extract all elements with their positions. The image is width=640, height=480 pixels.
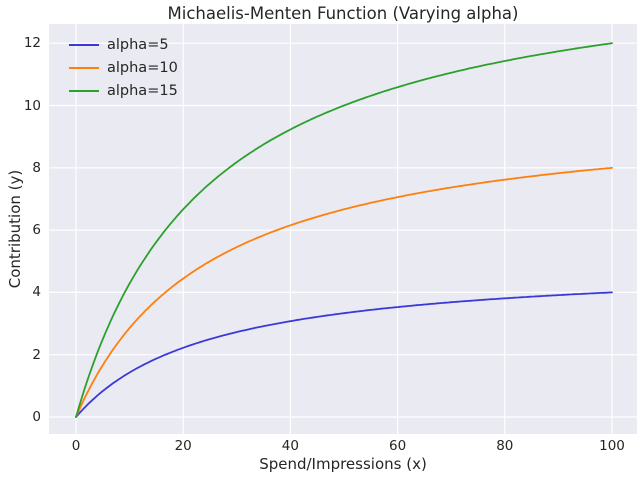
y-tick-label: 6: [32, 222, 41, 239]
legend-label: alpha=15: [107, 82, 178, 99]
x-tick-label: 80: [496, 438, 514, 454]
y-axis-label: Contribution (y): [6, 169, 24, 289]
y-tick-label: 8: [32, 159, 41, 176]
legend: alpha=5 alpha=10 alpha=15: [69, 33, 178, 102]
y-tick-label: 2: [32, 346, 41, 363]
legend-label: alpha=10: [107, 59, 178, 76]
series-line-alpha=15: [75, 42, 613, 418]
x-tick-label: 60: [389, 438, 407, 454]
legend-label: alpha=5: [107, 36, 169, 53]
series-line-alpha=5: [75, 291, 613, 418]
plot-canvas: [49, 24, 637, 434]
series-line-alpha=10: [75, 166, 613, 418]
x-tick-label: 20: [174, 438, 192, 454]
legend-item-alpha-15: alpha=15: [69, 79, 178, 102]
y-tick-label: 4: [32, 284, 41, 301]
legend-line-swatch-alpha-15: [69, 89, 99, 92]
legend-line-swatch-alpha-10: [69, 66, 99, 69]
y-tick-label: 10: [23, 97, 41, 114]
legend-line-swatch-alpha-5: [69, 43, 99, 46]
x-tick-label: 40: [281, 438, 299, 454]
y-tick-label: 0: [32, 409, 41, 425]
x-tick-label: 100: [599, 438, 625, 454]
y-tick-label: 12: [23, 35, 41, 52]
legend-item-alpha-10: alpha=10: [69, 56, 178, 79]
chart-title: Michaelis-Menten Function (Varying alpha…: [167, 4, 519, 23]
x-tick-label: 0: [71, 438, 81, 454]
plot-area: alpha=5 alpha=10 alpha=15: [49, 24, 637, 434]
legend-item-alpha-5: alpha=5: [69, 33, 178, 56]
x-axis-label: Spend/Impressions (x): [259, 455, 427, 473]
